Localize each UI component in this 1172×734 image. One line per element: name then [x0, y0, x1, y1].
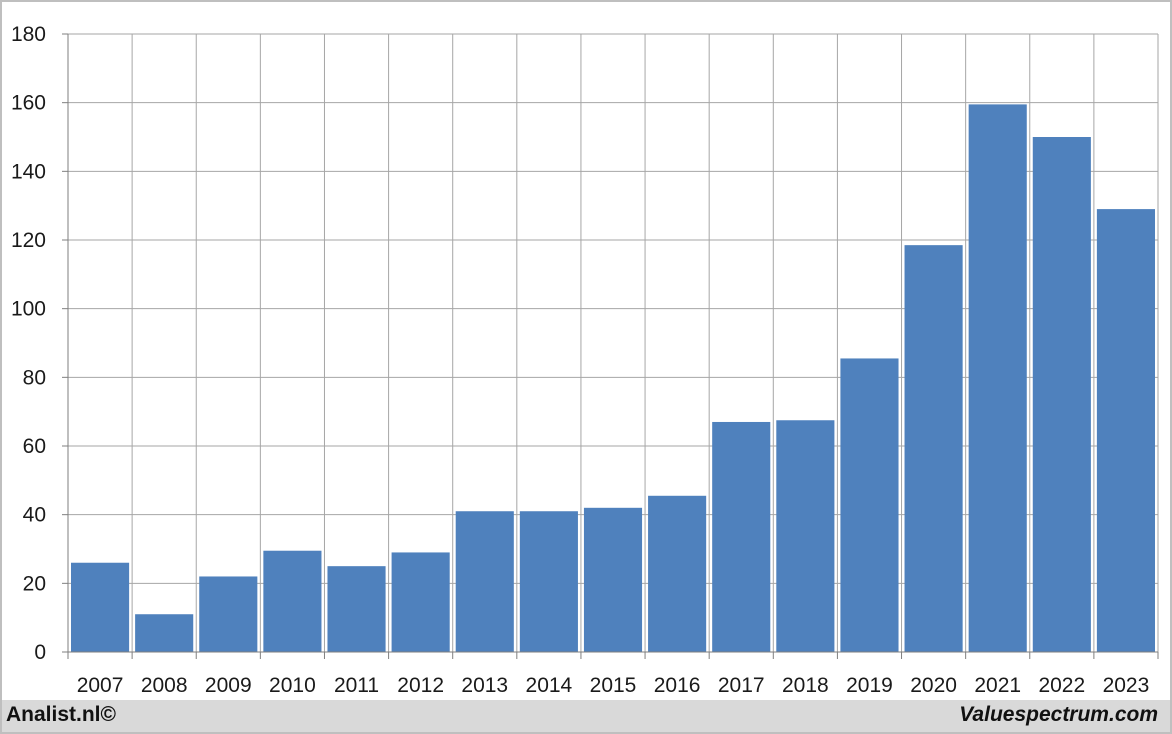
- bar: [135, 614, 194, 652]
- x-tick-label: 2020: [910, 674, 957, 697]
- bar: [71, 562, 130, 652]
- bar: [199, 576, 258, 652]
- x-tick-label: 2009: [205, 674, 252, 697]
- y-tick-label: 140: [11, 160, 46, 183]
- x-tick-label: 2021: [974, 674, 1021, 697]
- y-tick-label: 100: [11, 298, 46, 321]
- bar: [648, 495, 707, 652]
- x-tick-label: 2017: [718, 674, 765, 697]
- y-tick-label: 180: [11, 23, 46, 46]
- bar: [455, 511, 514, 652]
- footer-band: [2, 700, 1170, 732]
- x-tick-label: 2022: [1038, 674, 1085, 697]
- footer-source-left: Analist.nl©: [6, 703, 116, 726]
- bar: [1096, 209, 1155, 652]
- x-tick-label: 2008: [141, 674, 188, 697]
- y-tick-label: 160: [11, 92, 46, 115]
- x-tick-label: 2013: [461, 674, 508, 697]
- bar: [263, 550, 322, 652]
- bar: [327, 566, 386, 652]
- bar: [1032, 137, 1091, 652]
- x-tick-label: 2018: [782, 674, 829, 697]
- footer-source-right: Valuespectrum.com: [959, 703, 1158, 726]
- x-tick-label: 2019: [846, 674, 893, 697]
- x-tick-label: 2014: [526, 674, 573, 697]
- x-tick-label: 2023: [1103, 674, 1150, 697]
- y-tick-label: 60: [23, 435, 46, 458]
- bar: [391, 552, 450, 652]
- x-tick-label: 2010: [269, 674, 316, 697]
- y-tick-label: 120: [11, 229, 46, 252]
- bar: [968, 104, 1027, 653]
- x-tick-label: 2007: [77, 674, 124, 697]
- x-tick-label: 2011: [334, 674, 379, 697]
- x-tick-label: 2016: [654, 674, 701, 697]
- bars-group: [71, 104, 1155, 653]
- bar: [776, 420, 835, 652]
- bar: [840, 358, 899, 652]
- x-tick-label: 2015: [590, 674, 637, 697]
- axes-group: [62, 33, 1159, 659]
- y-tick-labels: 0 20 40 60 80 100 120 140 160 180: [11, 23, 46, 664]
- y-tick-label: 80: [23, 366, 46, 389]
- y-tick-label: 0: [34, 641, 46, 664]
- x-tick-label: 2012: [397, 674, 444, 697]
- y-tick-label: 20: [23, 572, 46, 595]
- bar: [904, 245, 963, 652]
- bar: [712, 421, 771, 652]
- y-tick-label: 40: [23, 504, 46, 527]
- x-tick-labels: 2007 2008 2009 2010 2011 2012 2013 2014 2015 2016…: [77, 674, 1150, 697]
- bar: [583, 507, 643, 652]
- bar: [519, 511, 578, 652]
